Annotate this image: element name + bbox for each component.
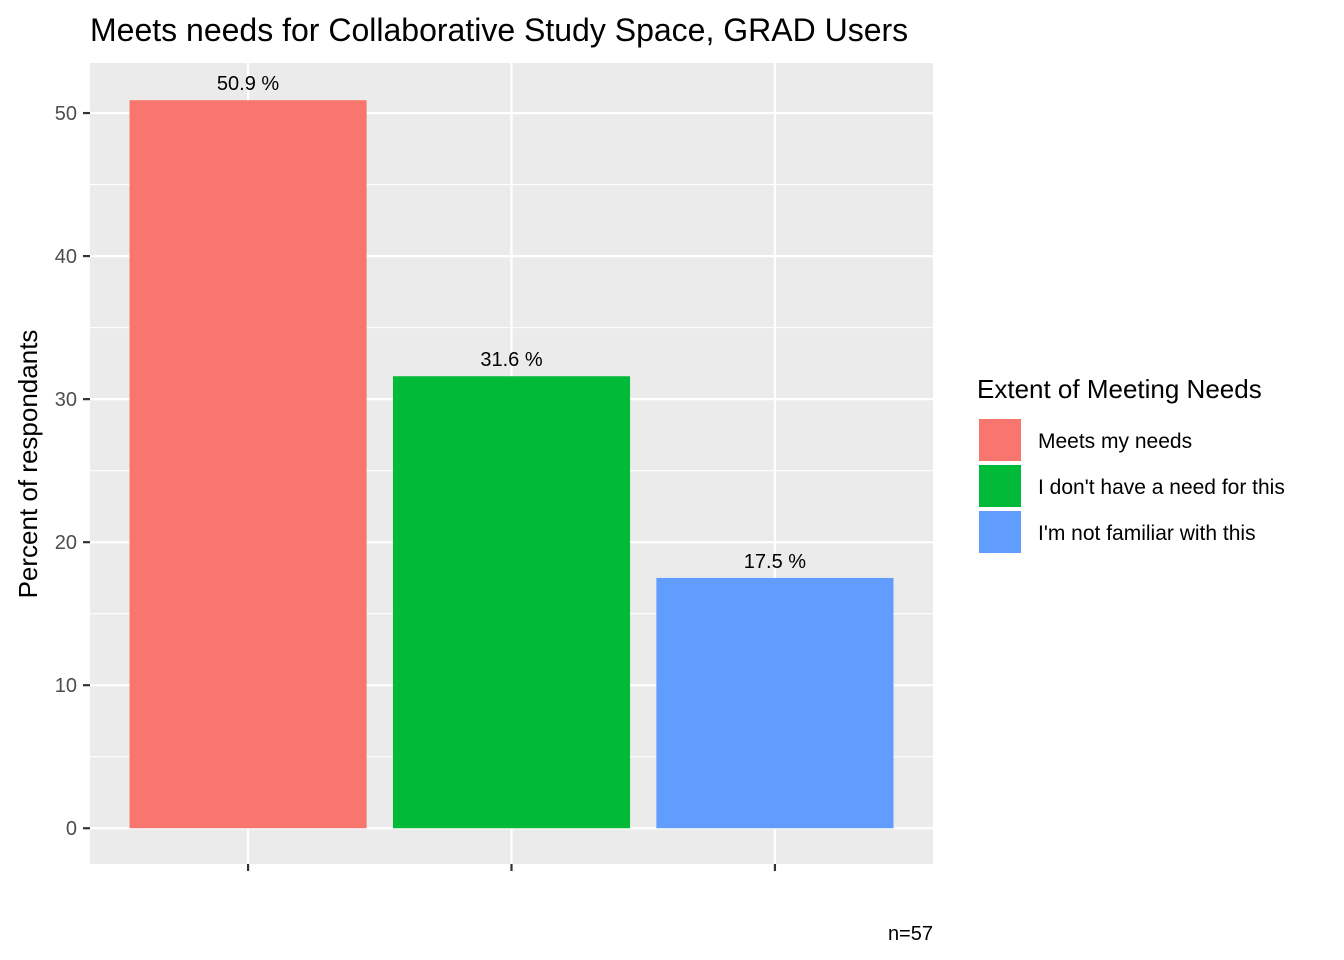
data-label-1: 50.9 % <box>217 73 279 95</box>
y-tick-label: 50 <box>55 103 77 125</box>
caption-n: n=57 <box>888 923 933 945</box>
y-tick-label: 20 <box>55 532 77 554</box>
bar-2 <box>392 376 631 829</box>
bars <box>129 100 894 829</box>
y-tick-label: 40 <box>55 246 77 268</box>
y-axis-label: Percent of respondants <box>13 330 43 599</box>
y-tick-label: 30 <box>55 389 77 411</box>
y-axis: 0 10 20 30 40 50 <box>55 103 90 840</box>
legend: Extent of Meeting Needs Meets my needs I … <box>977 374 1285 555</box>
legend-swatch-2 <box>977 463 1023 509</box>
data-label-2: 31.6 % <box>480 349 542 371</box>
bar-1 <box>129 100 367 829</box>
x-axis <box>246 864 777 871</box>
data-labels: 50.9 % 31.6 % 17.5 % <box>217 73 806 573</box>
y-tick-label: 0 <box>66 818 77 840</box>
legend-label-3: I'm not familiar with this <box>1038 522 1256 545</box>
legend-swatch-1 <box>977 417 1023 463</box>
y-tick-label: 10 <box>55 675 77 697</box>
legend-items: Meets my needs I don't have a need for th… <box>977 417 1285 555</box>
bar-3 <box>656 577 894 829</box>
legend-title: Extent of Meeting Needs <box>977 374 1262 404</box>
chart-title: Meets needs for Collaborative Study Spac… <box>90 12 908 48</box>
data-label-3: 17.5 % <box>744 551 806 573</box>
legend-label-2: I don't have a need for this <box>1038 476 1285 499</box>
legend-label-1: Meets my needs <box>1038 430 1192 453</box>
legend-swatch-3 <box>977 509 1023 555</box>
